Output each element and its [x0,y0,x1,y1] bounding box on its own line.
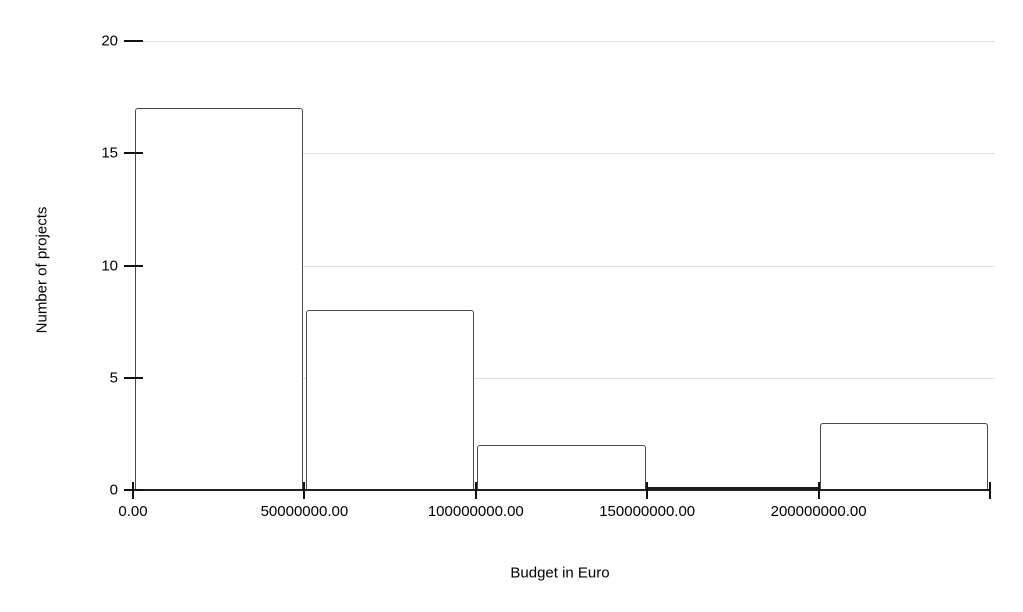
histogram-bar-zero [648,487,818,490]
y-axis-tick [124,40,143,42]
y-tick-label: 20 [101,32,118,50]
x-tick-label: 150000000.00 [599,503,696,520]
x-axis-title: Budget in Euro [510,564,610,582]
y-tick-label: 5 [109,369,118,387]
histogram-bar [477,445,646,490]
x-tick-label: 0.00 [118,503,148,520]
grid-line [133,41,995,42]
y-tick-label: 10 [101,257,118,274]
x-axis-tick [474,482,477,499]
y-axis-tick [124,152,143,155]
grid-line [133,265,995,267]
y-tick-label: 15 [101,144,118,162]
y-axis-title: Number of projects [33,206,51,334]
x-axis-tick [646,482,649,499]
y-axis-tick [124,264,143,267]
histogram-bar [820,422,989,490]
grid-line [133,377,995,379]
y-axis-tick [124,376,143,379]
x-axis-tick [817,482,820,499]
x-tick-label: 100000000.00 [427,503,524,520]
grid-line [133,153,995,155]
histogram-bar [134,108,303,490]
x-axis-tick [132,482,134,499]
x-tick-label: 50000000.00 [260,503,349,520]
histogram-bar [305,310,475,490]
x-axis-line [124,489,991,491]
y-tick-label: 0 [109,481,118,499]
x-tick-label: 200000000.00 [770,503,867,520]
x-axis-tick [989,482,991,499]
x-axis-tick [303,482,306,499]
